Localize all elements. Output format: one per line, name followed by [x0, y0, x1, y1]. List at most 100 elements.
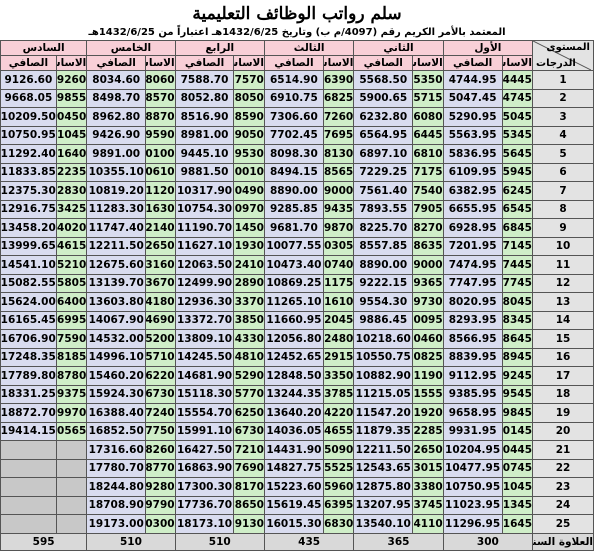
grade-cell: 16 [532, 347, 594, 367]
net-salary-cell: 10550.75 [353, 347, 414, 367]
basic-salary-cell: 7905 [412, 199, 444, 219]
basic-salary-cell: 5715 [412, 88, 444, 108]
grade-cell: 1 [532, 70, 594, 90]
grade-cell: 20 [532, 421, 594, 441]
basic-salary-cell: 9050 [233, 125, 265, 145]
net-salary-cell: 16015.30 [263, 514, 324, 534]
grade-cell: 23 [532, 477, 594, 497]
net-salary-cell: 15619.45 [263, 495, 324, 515]
basic-salary-cell: 12235 [55, 162, 88, 182]
basic-salary-cell: 8565 [322, 162, 355, 182]
net-salary-cell: 7893.55 [353, 199, 414, 219]
basic-salary-cell: 7570 [233, 70, 265, 90]
basic-salary-cell: 9435 [322, 199, 355, 219]
basic-salary-cell: 15805 [55, 273, 88, 293]
table-row: 1 4445 4744.95 5350 5568.50 6390 6514.90 7570 75… [0, 70, 594, 90]
grade-cell: 14 [532, 310, 594, 330]
basic-salary-cell: 7260 [322, 107, 355, 127]
grade-cell: 24 [532, 495, 594, 515]
grade-cell: 25 [532, 514, 594, 534]
basic-salary-cell: 13380 [412, 477, 444, 497]
net-salary-cell: 12375.30 [0, 181, 57, 201]
net-salary-cell: 11215.05 [353, 384, 414, 404]
table-row: 20101459931.951228511879.351465514036.05… [0, 421, 594, 441]
basic-salary-cell: 5045 [501, 107, 534, 127]
net-column-header: الصافي [174, 55, 235, 71]
net-salary-cell: 18173.10 [174, 514, 235, 534]
grade-cell: 8 [532, 199, 594, 219]
net-salary-cell: 6109.95 [442, 162, 503, 182]
net-salary-cell: 7588.70 [174, 70, 235, 90]
table-row: 3 5045 5290.95 6080 6232.80 7260 7306.60 8590 85… [0, 107, 594, 127]
net-salary-cell: 8020.95 [442, 292, 503, 312]
grade-cell: 12 [532, 273, 594, 293]
basic-salary-cell: 9845 [501, 403, 534, 423]
net-salary-cell: 12848.50 [263, 366, 324, 386]
annual-increment-value: 300 [442, 532, 534, 551]
basic-salary-cell: 18170 [233, 477, 265, 497]
net-salary-cell: 16165.45 [0, 310, 57, 330]
table-row: 211044510204.951265012211.501509014431.9… [0, 440, 594, 460]
basic-salary-cell: 10095 [412, 310, 444, 330]
net-salary-cell: 7702.45 [263, 125, 324, 145]
net-salary-cell: 14541.10 [0, 255, 57, 275]
net-salary-cell: 15991.10 [174, 421, 235, 441]
basic-salary-cell: 18185 [55, 347, 88, 367]
basic-salary-cell: 7145 [501, 236, 534, 256]
net-salary-cell: 8981.00 [174, 125, 235, 145]
basic-salary-cell: 10460 [412, 329, 444, 349]
table-row: 2 4745 5047.45 5715 5900.65 6825 6910.75 8050 80… [0, 88, 594, 108]
net-salary-cell: 19414.15 [0, 421, 57, 441]
basic-salary-cell: 5345 [501, 125, 534, 145]
net-salary-cell: 17736.70 [174, 495, 235, 515]
basic-salary-cell: 13670 [145, 273, 176, 293]
basic-salary-cell: 11450 [233, 218, 265, 238]
basic-salary-cell: 8590 [233, 107, 265, 127]
net-salary-cell: 12452.65 [263, 347, 324, 367]
basic-salary-cell: 19375 [55, 384, 88, 404]
net-salary-cell: 8225.70 [353, 218, 414, 238]
net-salary-cell: 13372.70 [174, 310, 235, 330]
table-row: 1483458293.95100959886.451204511660.9513… [0, 310, 594, 330]
grade-cell: 7 [532, 181, 594, 201]
net-salary-cell: 10750.95 [0, 125, 57, 145]
net-salary-cell: 8890.00 [263, 181, 324, 201]
net-salary-cell: 17316.60 [86, 440, 147, 460]
basic-salary-cell: 18260 [145, 440, 176, 460]
net-salary-cell: 13603.80 [86, 292, 147, 312]
net-salary-cell: 6382.95 [442, 181, 503, 201]
basic-salary-cell: 9870 [322, 218, 355, 238]
annual-increment-value: 435 [263, 532, 355, 551]
table-row: 1071457201.9586358557.851030510077.55119… [0, 236, 594, 256]
basic-salary-cell: 11045 [55, 125, 88, 145]
basic-salary-cell: 15710 [145, 347, 176, 367]
grade-cell: 18 [532, 384, 594, 404]
net-salary-cell: 11660.95 [263, 310, 324, 330]
basic-salary-cell: 6390 [322, 70, 355, 90]
net-salary-cell: 18872.70 [0, 403, 57, 423]
net-salary-cell: 16863.90 [174, 458, 235, 478]
basic-salary-cell: 6080 [412, 107, 444, 127]
net-salary-cell: 9385.95 [442, 384, 503, 404]
net-salary-cell: 14036.05 [263, 421, 324, 441]
table-row: 5 5645 5836.95 6810 6897.10 8130 8098.30 9530 94… [0, 144, 594, 164]
basic-salary-cell: 11610 [322, 292, 355, 312]
grade-cell: 13 [532, 292, 594, 312]
net-salary-cell: 12675.60 [86, 255, 147, 275]
basic-salary-cell: 12480 [322, 329, 355, 349]
grade-cell: 9 [532, 218, 594, 238]
basic-salary-cell: 8945 [501, 347, 534, 367]
net-salary-cell: 13809.10 [174, 329, 235, 349]
net-salary-cell: 10473.40 [263, 255, 324, 275]
net-salary-cell: 16852.50 [86, 421, 147, 441]
net-salary-cell: 12211.50 [353, 440, 414, 460]
basic-salary-cell: 17590 [55, 329, 88, 349]
net-salary-cell: 19173.00 [86, 514, 147, 534]
table-row: 4 5345 5563.95 6445 6564.95 7695 7702.45 9050 89… [0, 125, 594, 145]
net-salary-cell: 10882.90 [353, 366, 414, 386]
empty-cell [55, 514, 88, 534]
basic-salary-cell: 9855 [55, 88, 88, 108]
empty-cell [55, 458, 88, 478]
net-salary-cell: 8557.85 [353, 236, 414, 256]
